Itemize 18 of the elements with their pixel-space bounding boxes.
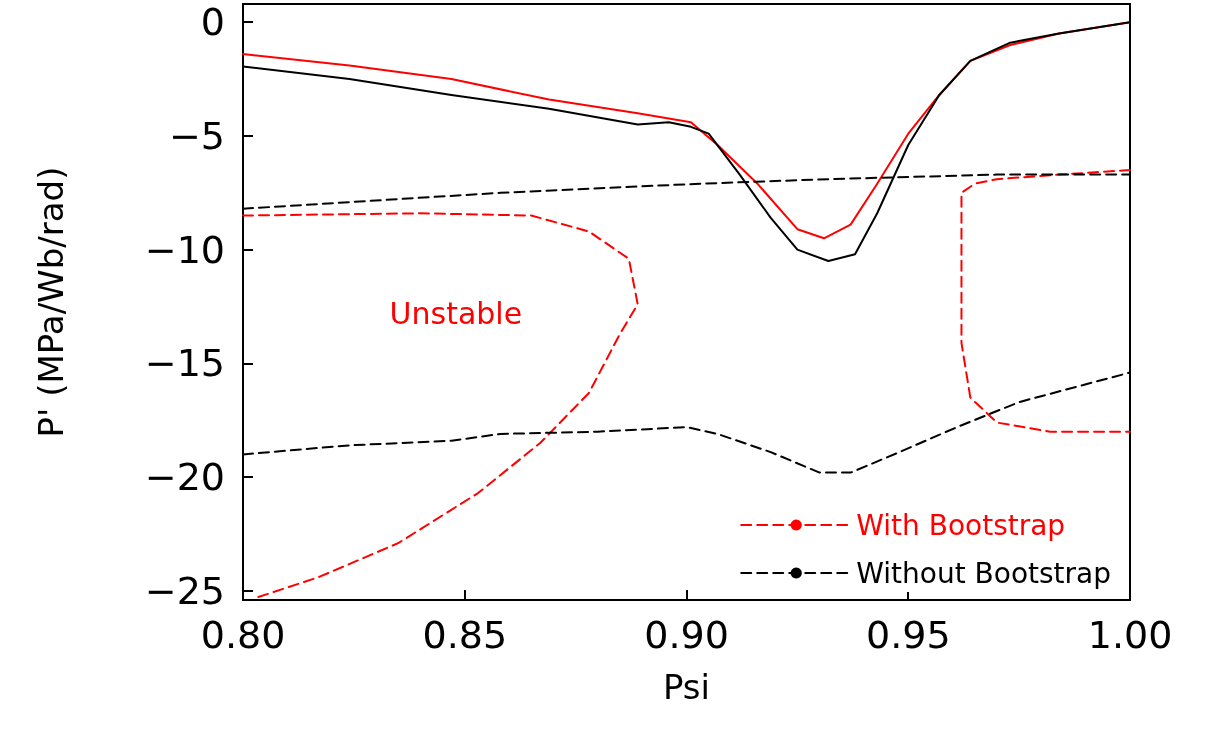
x-tick-label: 0.80	[200, 613, 286, 657]
y-tick-label: 0	[200, 0, 225, 45]
x-axis-title: Psi	[662, 667, 711, 707]
line-series	[242, 212, 639, 599]
annotation: Unstable	[389, 296, 523, 332]
y-tick-label: −15	[144, 341, 225, 386]
x-tick-label: 0.95	[865, 613, 951, 657]
legend-label: Without Bootstrap	[856, 556, 1112, 590]
legend-label: With Bootstrap	[856, 508, 1066, 542]
y-tick-label: −5	[168, 113, 225, 158]
x-tick-label: 1.00	[1087, 613, 1173, 657]
x-tick-label: 0.90	[644, 613, 729, 657]
y-tick-label: −20	[144, 455, 225, 500]
y-axis-title: P' (MPa/Wb/rad)	[31, 166, 71, 438]
y-tick-label: −10	[144, 227, 225, 272]
x-tick-label: 0.85	[422, 613, 508, 657]
line-series	[960, 169, 1131, 433]
y-tick-label: −25	[144, 568, 225, 613]
